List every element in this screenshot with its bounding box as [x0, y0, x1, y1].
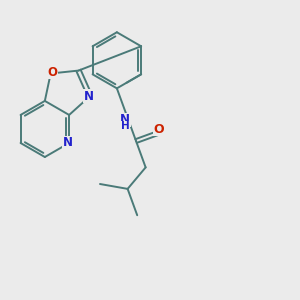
Text: N: N — [120, 113, 130, 126]
Text: O: O — [153, 123, 164, 136]
Text: N: N — [63, 136, 73, 149]
Text: N: N — [84, 90, 94, 103]
Text: O: O — [47, 66, 57, 79]
Text: H: H — [121, 122, 129, 131]
